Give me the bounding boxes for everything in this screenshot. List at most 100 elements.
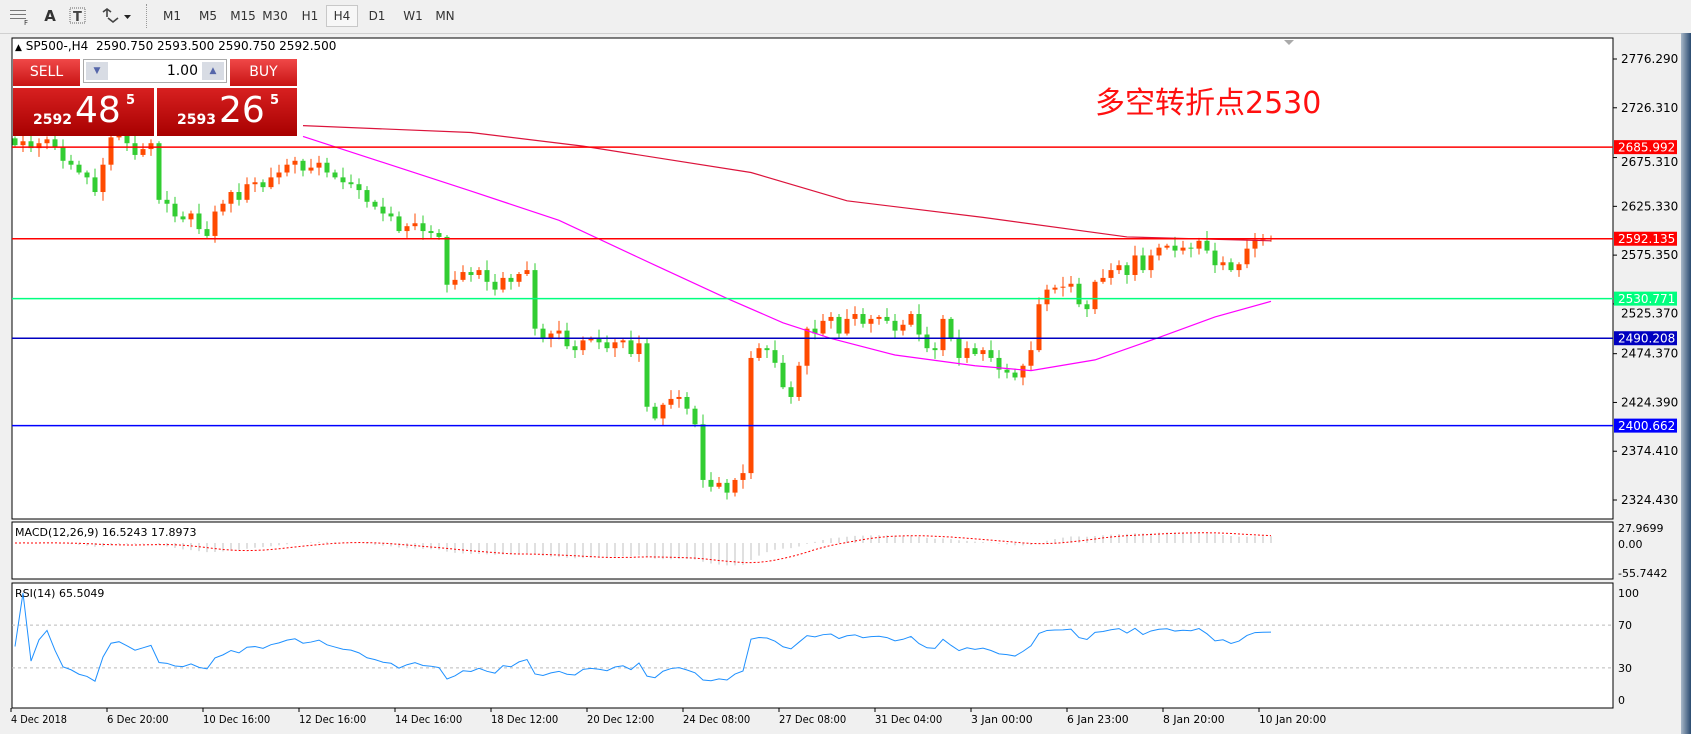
candle-up (516, 274, 522, 282)
candle-down (332, 172, 338, 178)
buy-button[interactable]: BUY (230, 59, 297, 86)
time-tick-label: 8 Jan 20:00 (1163, 713, 1225, 726)
candle-up (660, 404, 666, 419)
timeframe-m1[interactable]: M1 (163, 9, 181, 23)
candle-down (596, 338, 602, 343)
candle-down (540, 328, 546, 339)
time-tick-label: 27 Dec 08:00 (779, 713, 846, 726)
text-box-icon[interactable]: T (68, 6, 88, 26)
timeframe-h4[interactable]: H4 (326, 5, 358, 27)
price-tick-label: 2776.290 (1621, 52, 1678, 66)
candle-down (164, 199, 170, 204)
candle-up (900, 324, 906, 331)
candle-down (436, 233, 442, 237)
timeframe-d1[interactable]: D1 (368, 9, 386, 23)
time-tick-label: 4 Dec 2018 (11, 713, 67, 726)
time-tick-label: 10 Jan 20:00 (1259, 713, 1326, 726)
candle-up (140, 149, 146, 155)
candle-up (620, 340, 626, 343)
candle-down (652, 406, 658, 419)
lot-size-stepper[interactable]: ▼ 1.00 ▲ (83, 59, 227, 83)
buy-price-fraction: 5 (270, 93, 280, 108)
candle-up (1132, 255, 1138, 275)
candle-up (44, 139, 50, 144)
candle-up (852, 314, 858, 319)
candle-down (996, 357, 1002, 370)
rsi-line (14, 592, 1272, 682)
candle-down (788, 387, 794, 397)
candle-down (1188, 247, 1194, 249)
candle-down (428, 231, 434, 234)
time-tick-label: 18 Dec 12:00 (491, 713, 558, 726)
candle-down (892, 320, 898, 331)
rsi-axis-label: 30 (1618, 662, 1632, 675)
level-price-badge (1614, 140, 1677, 155)
candle-down (468, 272, 474, 275)
timeframe-m15[interactable]: M15 (230, 9, 256, 23)
chart-canvas[interactable]: 2776.290 2726.310 2675.310 2625.330 2575.350… (0, 33, 1691, 734)
timeframe-w1[interactable]: W1 (403, 9, 423, 23)
candle-up (1156, 247, 1162, 256)
candle-down (444, 236, 450, 285)
candle-down (204, 229, 210, 236)
candle-up (284, 164, 290, 173)
time-tick-label: 24 Dec 08:00 (683, 713, 750, 726)
candle-down (1228, 262, 1234, 271)
candle-down (628, 340, 634, 355)
svg-text:T: T (73, 10, 82, 25)
candle-down (1212, 250, 1218, 266)
macd-axis-label: 27.9699 (1618, 522, 1664, 535)
candle-up (108, 137, 114, 165)
collapse-triangle-icon[interactable]: ▲ (15, 43, 22, 53)
candle-down (1004, 369, 1010, 373)
candle-down (52, 139, 58, 148)
candle-down (1012, 372, 1018, 378)
timeframe-m30[interactable]: M30 (262, 9, 288, 23)
timeframe-h1[interactable]: H1 (301, 9, 319, 23)
timeframe-mn[interactable]: MN (435, 9, 455, 23)
lot-increase-button[interactable]: ▲ (202, 62, 224, 80)
candle-up (308, 167, 314, 171)
candle-up (268, 177, 274, 188)
lot-size-input[interactable]: 1.00 (166, 63, 198, 79)
candle-up (1028, 350, 1034, 366)
candle-down (236, 192, 242, 200)
candle-down (396, 216, 402, 232)
sell-price-button[interactable]: 2592 48 5 (13, 88, 154, 136)
candle-up (796, 365, 802, 397)
chart-annotation-text[interactable]: 多空转折点2530 (1095, 86, 1322, 121)
arrows-dropdown-icon[interactable] (100, 6, 134, 26)
candle-down (812, 328, 818, 334)
candle-up (212, 211, 218, 236)
candle-up (716, 482, 722, 487)
candle-down (1172, 245, 1178, 251)
candle-up (804, 328, 810, 366)
chart-shift-marker-icon[interactable] (1284, 40, 1294, 45)
candle-up (844, 318, 850, 334)
text-label-icon[interactable]: A (44, 7, 56, 25)
candle-up (276, 172, 282, 178)
candle-up (460, 272, 466, 280)
sell-button[interactable]: SELL (13, 59, 80, 86)
candle-up (1236, 264, 1242, 271)
candle-up (1148, 255, 1154, 271)
grid-properties-icon[interactable]: F (8, 6, 30, 27)
level-price-label: 2592.135 (1618, 232, 1675, 246)
candle-up (1108, 270, 1114, 278)
candle-up (964, 348, 970, 358)
timeframe-m5[interactable]: M5 (199, 9, 217, 23)
candle-down (92, 177, 98, 193)
candle-up (1020, 365, 1026, 378)
candle-up (980, 350, 986, 355)
candle-up (828, 316, 834, 321)
buy-price-button[interactable]: 2593 26 5 (157, 88, 297, 136)
buy-price-main: 26 (219, 90, 265, 131)
lot-decrease-button[interactable]: ▼ (86, 62, 108, 80)
candle-up (580, 340, 586, 351)
candle-up (756, 348, 762, 358)
candle-down (572, 346, 578, 351)
candle-down (948, 318, 954, 339)
ohlc-values: 2590.750 2593.500 2590.750 2592.500 (95, 39, 337, 53)
price-tick-label: 2625.330 (1621, 199, 1678, 213)
macd-axis-label: -55.7442 (1618, 567, 1667, 580)
